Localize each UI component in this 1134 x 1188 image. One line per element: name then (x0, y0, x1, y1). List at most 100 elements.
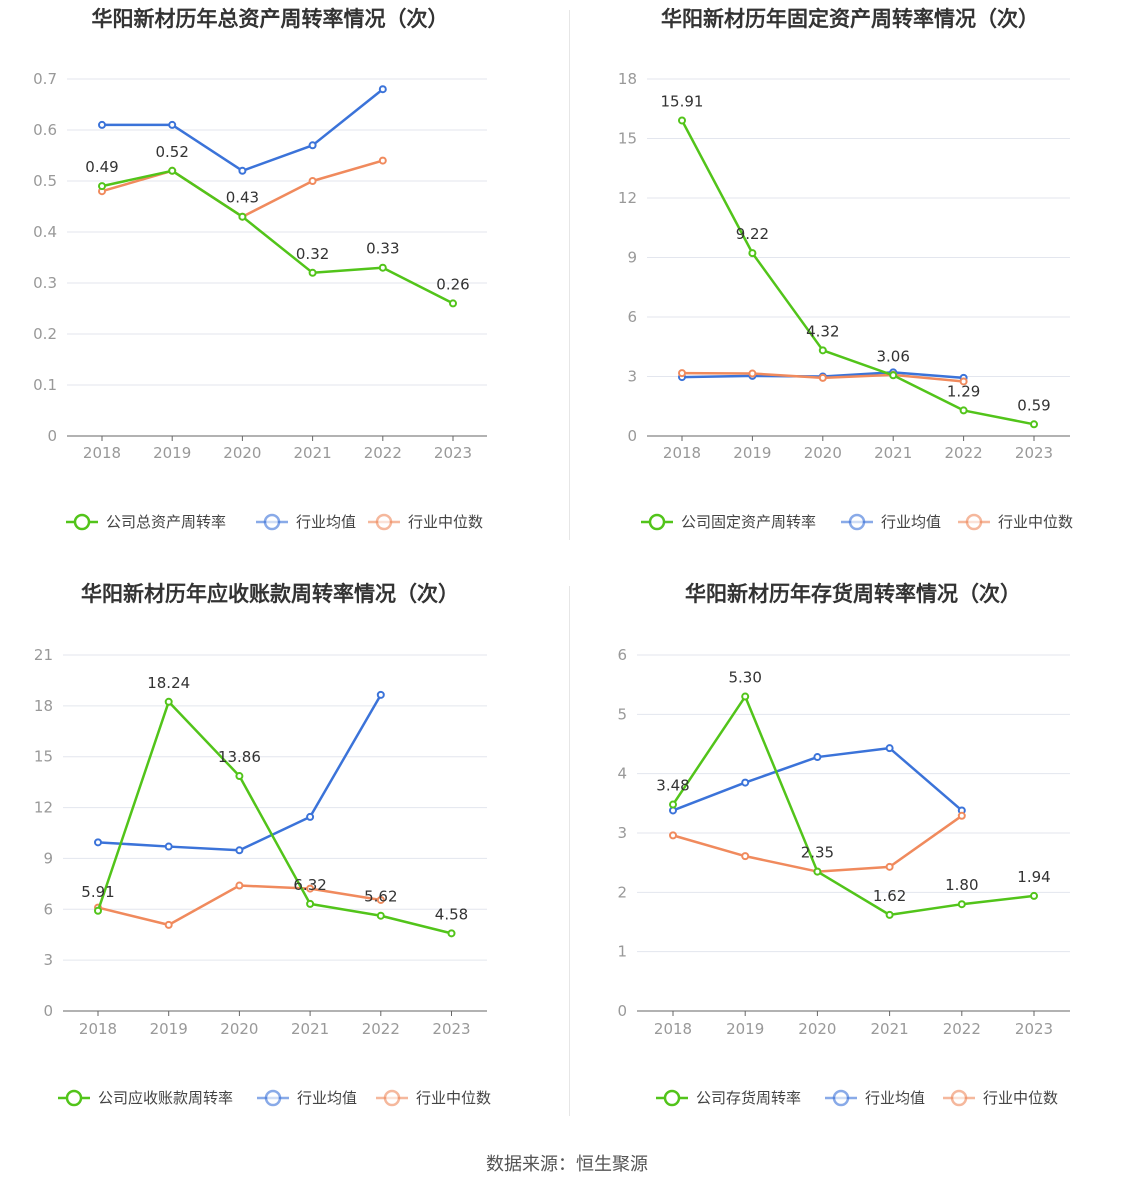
company-data-point (813, 867, 822, 876)
y-tick-label: 3 (617, 824, 627, 842)
y-tick-label: 21 (34, 646, 53, 664)
industry-mean-data-point (741, 778, 750, 787)
legend-item-company[interactable]: 公司固定资产周转率 (641, 513, 816, 531)
legend-item-industry-mean[interactable]: 行业均值 (825, 1089, 925, 1107)
data-label: 3.06 (876, 347, 909, 365)
legend-item-industry-median[interactable]: 行业中位数 (943, 1089, 1058, 1107)
data-label: 18.24 (147, 674, 190, 692)
x-tick-label: 2020 (223, 444, 261, 462)
data-label: 1.94 (1017, 868, 1050, 886)
industry-median-data-point (164, 920, 173, 929)
legend-item-company[interactable]: 公司总资产周转率 (66, 513, 226, 531)
industry-median-data-point (308, 177, 317, 185)
y-tick-label: 0.2 (33, 325, 57, 343)
y-tick-label: 9 (43, 849, 53, 867)
legend-circle-icon (950, 1089, 968, 1107)
industry-median-series-line (97, 884, 381, 927)
legend-item-industry-mean[interactable]: 行业均值 (257, 1089, 357, 1107)
data-label: 0.43 (226, 189, 259, 207)
data-label: 0.49 (85, 158, 118, 176)
fixed-asset-turnover-chart-svg: 华阳新材历年固定资产周转率情况（次） 0 3 6 9 12 15 18 2018 2019 2020… (618, 7, 1073, 531)
x-tick-label: 2023 (432, 1020, 470, 1038)
x-tick-label: 2018 (654, 1020, 692, 1038)
data-label: 5.91 (81, 883, 114, 901)
receivables-turnover-chart-svg: 华阳新材历年应收账款周转率情况（次） 0 3 6 9 12 15 18 21 2018 2019 20… (34, 582, 491, 1107)
total-asset-turnover-chart-svg: 华阳新材历年总资产周转率情况（次） 0 0.1 0.2 0.3 0.4 0.5 0.6 0.7 2… (33, 7, 487, 531)
industry-median-data-point (235, 881, 244, 890)
y-tick-label: 4 (617, 765, 627, 783)
company-data-point (1030, 420, 1038, 429)
x-tick-label: 2019 (150, 1020, 188, 1038)
chart-panel-fixed-asset-turnover: 华阳新材历年固定资产周转率情况（次） 0 3 6 9 12 15 18 2018 2019 2020… (567, 0, 1134, 576)
legend-label: 行业均值 (881, 513, 941, 531)
y-tick-label: 15 (618, 130, 637, 148)
legend-circle-icon (965, 513, 983, 531)
legend-item-industry-median[interactable]: 行业中位数 (958, 513, 1073, 531)
company-data-point (168, 166, 177, 175)
legend-item-industry-median[interactable]: 行业中位数 (368, 513, 483, 531)
y-tick-label: 6 (617, 646, 627, 664)
company-series-line (671, 695, 1035, 917)
chart-title: 华阳新材历年存货周转率情况（次） (685, 582, 1021, 606)
data-source-note: 数据来源：恒生聚源 (486, 1154, 648, 1175)
legend-item-company[interactable]: 公司应收账款周转率 (58, 1089, 233, 1107)
x-tick-label: 2020 (220, 1020, 258, 1038)
industry-mean-data-point (885, 744, 894, 753)
y-tick-label: 0.3 (33, 274, 57, 292)
company-data-point (378, 263, 387, 272)
legend-label: 行业中位数 (983, 1089, 1058, 1107)
company-data-point (669, 800, 677, 809)
y-tick-label: 3 (43, 951, 53, 969)
industry-median-data-point (959, 377, 968, 386)
company-data-point (889, 371, 898, 380)
y-tick-label: 0.6 (33, 121, 57, 139)
company-data-point (238, 212, 247, 221)
legend-label: 行业中位数 (408, 513, 483, 531)
legend-item-company[interactable]: 公司存货周转率 (656, 1089, 801, 1107)
legend-label: 行业均值 (296, 513, 356, 531)
company-data-point (818, 346, 827, 355)
industry-median-data-point (748, 369, 757, 378)
y-tick-label: 0.1 (33, 376, 57, 394)
data-label: 0.59 (1017, 396, 1050, 414)
legend-label: 公司总资产周转率 (106, 513, 226, 531)
industry-mean-data-point (235, 846, 244, 855)
y-tick-label: 15 (34, 748, 53, 766)
x-tick-label: 2019 (153, 444, 191, 462)
industry-mean-data-point (378, 85, 387, 94)
legend-circle-icon (663, 1089, 681, 1107)
chart-title: 华阳新材历年固定资产周转率情况（次） (661, 7, 1039, 31)
y-tick-label: 0 (47, 427, 57, 445)
legend-label: 公司存货周转率 (696, 1089, 801, 1107)
data-label: 0.32 (296, 245, 329, 263)
y-tick-label: 18 (34, 697, 53, 715)
company-data-point (449, 299, 457, 308)
legend-item-industry-median[interactable]: 行业中位数 (376, 1089, 491, 1107)
company-data-point (308, 268, 317, 277)
chart-panel-receivables-turnover: 华阳新材历年应收账款周转率情况（次） 0 3 6 9 12 15 18 21 2018 2019 20… (0, 576, 567, 1152)
x-tick-label: 2018 (83, 444, 121, 462)
legend-circle-icon (383, 1089, 401, 1107)
legend-label: 公司应收账款周转率 (98, 1089, 233, 1107)
y-tick-label: 18 (618, 70, 637, 88)
x-tick-label: 2021 (294, 444, 332, 462)
data-label: 6.32 (293, 876, 326, 894)
legend-label: 行业均值 (865, 1089, 925, 1107)
y-tick-label: 9 (627, 249, 637, 267)
data-label: 0.26 (436, 275, 469, 293)
company-data-point (1030, 891, 1038, 900)
company-data-point (748, 249, 757, 258)
x-tick-label: 2023 (434, 444, 472, 462)
legend-item-industry-mean[interactable]: 行业均值 (256, 513, 356, 531)
industry-mean-data-point (94, 838, 102, 847)
y-tick-label: 0 (627, 427, 637, 445)
legend-circle-icon (73, 513, 91, 531)
y-tick-label: 0.5 (33, 172, 57, 190)
company-data-point (957, 900, 966, 909)
legend-circle-icon (65, 1089, 83, 1107)
legend-circle-icon (832, 1089, 850, 1107)
company-data-point (235, 772, 244, 781)
legend-item-industry-mean[interactable]: 行业均值 (841, 513, 941, 531)
data-label: 13.86 (218, 748, 261, 766)
industry-median-data-point (885, 862, 894, 871)
